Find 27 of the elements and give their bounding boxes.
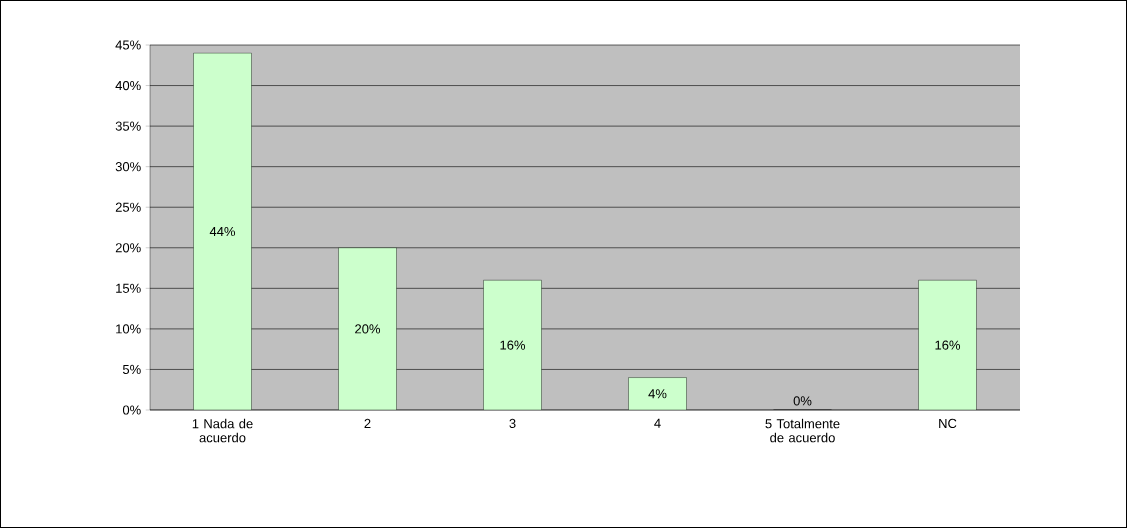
data-label: 0% [793, 396, 812, 406]
x-tick-label: 4 [654, 418, 661, 428]
y-tick-label: 45% [115, 40, 141, 50]
y-tick-label: 0% [122, 405, 141, 415]
x-tick-label: 2 [364, 418, 371, 428]
y-tick-label: 25% [115, 202, 141, 212]
data-label: 16% [935, 340, 961, 350]
data-label: 20% [355, 324, 381, 334]
x-tick-label: 5 Totalmente de acuerdo [765, 418, 840, 443]
x-tick-label: NC [939, 418, 957, 428]
y-tick-label: 30% [115, 162, 141, 172]
data-label: 4% [648, 389, 667, 399]
bar [918, 280, 977, 410]
bar [193, 52, 252, 410]
y-tick-label: 10% [116, 324, 141, 334]
bar [338, 247, 397, 410]
bar [483, 280, 542, 410]
x-tick-label: 3 [509, 418, 516, 428]
y-tick-label: 5% [122, 364, 141, 375]
data-label: 44% [209, 227, 236, 237]
y-tick-label: 20% [115, 243, 141, 253]
data-label: 16% [500, 340, 526, 350]
x-tick-label: 1 Nada de acuerdo [192, 418, 253, 443]
y-tick-label: 40% [115, 80, 141, 91]
y-tick-label: 35% [115, 121, 141, 131]
bar [628, 377, 687, 410]
y-tick-label: 15% [116, 283, 141, 293]
